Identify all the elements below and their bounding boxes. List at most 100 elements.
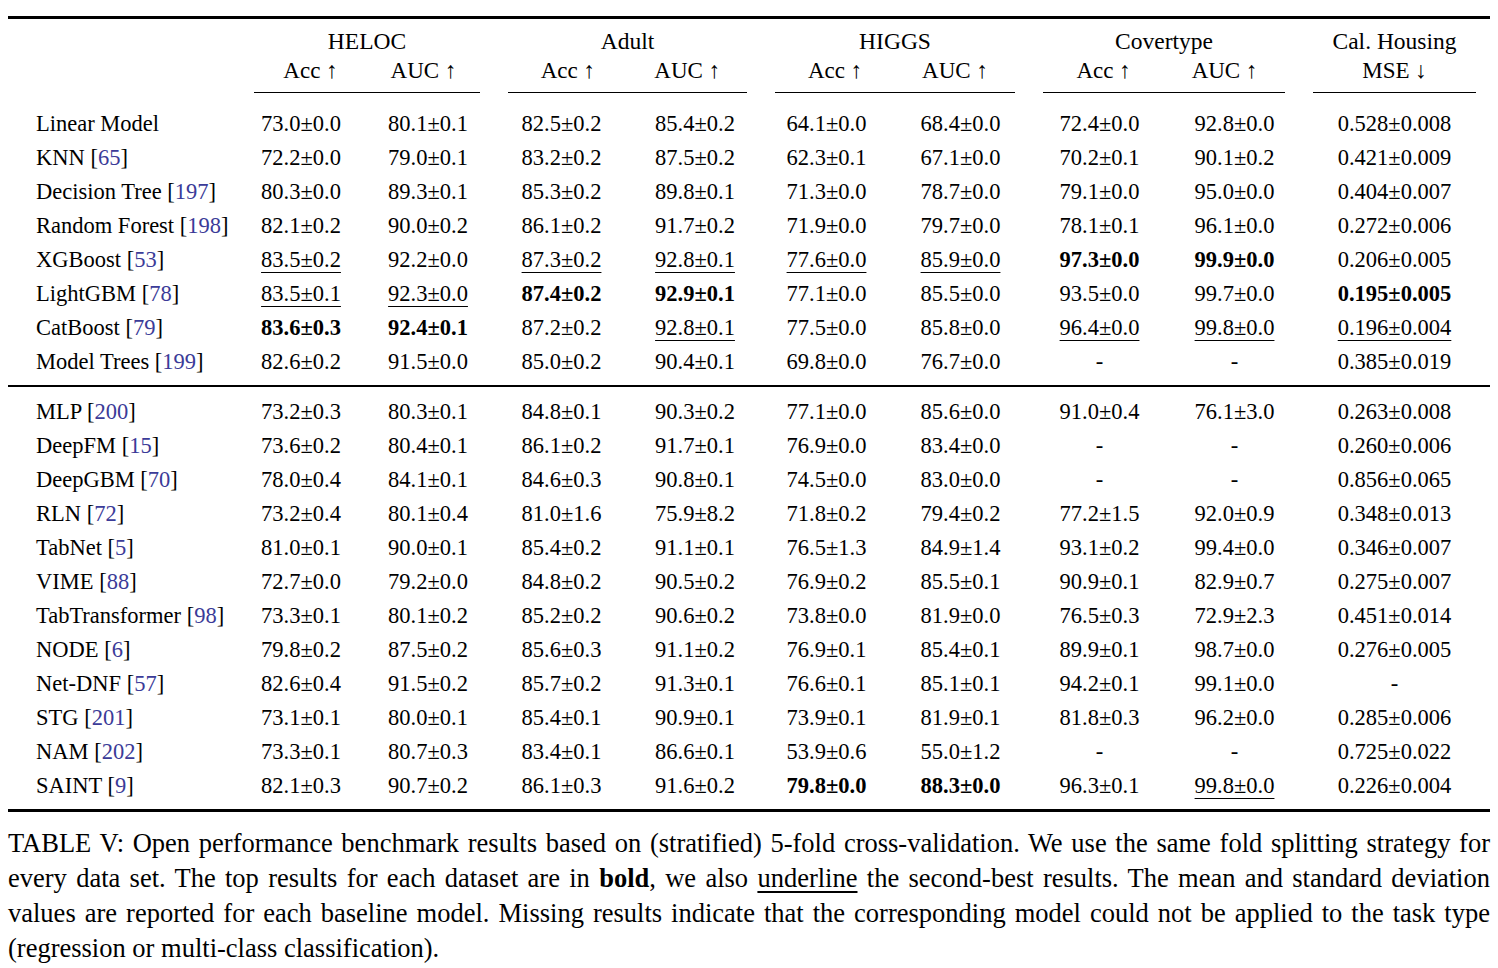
value-cell: 76.5±0.3 — [1029, 599, 1170, 633]
citation-link[interactable]: 198 — [187, 213, 221, 238]
value-cell: 85.5±0.0 — [892, 277, 1029, 311]
value-cell: 0.285±0.006 — [1299, 701, 1490, 735]
value-cell: 83.5±0.2 — [240, 243, 362, 277]
value-cell: 91.5±0.2 — [362, 667, 494, 701]
value-cell: 90.4±0.1 — [629, 345, 761, 386]
metric-header-heloc: Acc ↑ AUC ↑ — [240, 57, 494, 101]
value-cell: 83.4±0.0 — [892, 429, 1029, 463]
value-cell: 81.8±0.3 — [1029, 701, 1170, 735]
citation-link[interactable]: 79 — [133, 315, 156, 340]
value-cell: 77.5±0.0 — [761, 311, 892, 345]
value-cell: 84.8±0.1 — [494, 386, 629, 429]
value-cell: 73.8±0.0 — [761, 599, 892, 633]
value-cell: 79.2±0.0 — [362, 565, 494, 599]
value-cell: 79.1±0.0 — [1029, 175, 1170, 209]
value-cell: 76.7±0.0 — [892, 345, 1029, 386]
citation-link[interactable]: 53 — [134, 247, 157, 272]
model-name: SAINT — [36, 773, 102, 798]
value-cell: 83.6±0.3 — [240, 311, 362, 345]
group-header-cal-housing: Cal. Housing — [1299, 18, 1490, 58]
model-name-cell: Random Forest [198] — [8, 209, 240, 243]
header-rule: Acc ↑ AUC ↑ — [1043, 57, 1285, 93]
value-cell: 85.3±0.2 — [494, 175, 629, 209]
citation-link[interactable]: 199 — [162, 349, 196, 374]
value-cell: 87.5±0.2 — [362, 633, 494, 667]
table-row: RLN [72]73.2±0.480.1±0.481.0±1.675.9±8.2… — [8, 497, 1490, 531]
citation-link[interactable]: 65 — [98, 145, 121, 170]
value-cell: 73.3±0.1 — [240, 735, 362, 769]
value-cell: 85.4±0.1 — [892, 633, 1029, 667]
value-cell: 64.1±0.0 — [761, 101, 892, 141]
citation-link[interactable]: 98 — [194, 603, 217, 628]
value-cell: 85.4±0.2 — [494, 531, 629, 565]
value-cell: 53.9±0.6 — [761, 735, 892, 769]
value-cell: 99.4±0.0 — [1170, 531, 1299, 565]
corner-cell — [8, 18, 240, 58]
value-cell: 73.2±0.4 — [240, 497, 362, 531]
metric-label-auc: AUC ↑ — [367, 58, 480, 84]
table-row: LightGBM [78]83.5±0.192.3±0.087.4±0.292.… — [8, 277, 1490, 311]
value-cell: 69.8±0.0 — [761, 345, 892, 386]
value-cell: 78.1±0.1 — [1029, 209, 1170, 243]
value-cell: 85.6±0.0 — [892, 386, 1029, 429]
value-cell: 0.195±0.005 — [1299, 277, 1490, 311]
value-cell: - — [1029, 345, 1170, 386]
header-rule: Acc ↑ AUC ↑ — [775, 57, 1015, 93]
results-table: HELOC Adult HIGGS Covertype Cal. Housing… — [8, 16, 1490, 812]
value-cell: 0.260±0.006 — [1299, 429, 1490, 463]
value-cell: 92.8±0.1 — [629, 311, 761, 345]
value-cell: 72.9±2.3 — [1170, 599, 1299, 633]
citation-link[interactable]: 72 — [94, 501, 117, 526]
value-cell: 85.1±0.1 — [892, 667, 1029, 701]
citation-link[interactable]: 15 — [129, 433, 152, 458]
model-name: XGBoost — [36, 247, 121, 272]
table-header: HELOC Adult HIGGS Covertype Cal. Housing… — [8, 18, 1490, 102]
value-cell: 72.7±0.0 — [240, 565, 362, 599]
value-cell: 92.9±0.1 — [629, 277, 761, 311]
model-name-cell: Model Trees [199] — [8, 345, 240, 386]
table-row: TabNet [5]81.0±0.190.0±0.185.4±0.291.1±0… — [8, 531, 1490, 565]
value-cell: 80.1±0.4 — [362, 497, 494, 531]
citation-link[interactable]: 6 — [112, 637, 123, 662]
value-cell: 91.5±0.0 — [362, 345, 494, 386]
value-cell: 80.1±0.1 — [362, 101, 494, 141]
value-cell: 84.8±0.2 — [494, 565, 629, 599]
model-name-cell: Decision Tree [197] — [8, 175, 240, 209]
citation-link[interactable]: 200 — [95, 399, 129, 424]
value-cell: 88.3±0.0 — [892, 769, 1029, 811]
group-header-covertype: Covertype — [1029, 18, 1299, 58]
caption-text: , we also — [649, 863, 757, 893]
group-header-heloc: HELOC — [240, 18, 494, 58]
value-cell: 79.4±0.2 — [892, 497, 1029, 531]
citation-link[interactable]: 57 — [134, 671, 157, 696]
citation-link[interactable]: 197 — [175, 179, 209, 204]
value-cell: 99.9±0.0 — [1170, 243, 1299, 277]
value-cell: 92.8±0.1 — [629, 243, 761, 277]
header-rule: MSE ↓ — [1313, 57, 1476, 93]
metric-label-auc: AUC ↑ — [1164, 58, 1285, 84]
citation-link[interactable]: 5 — [115, 535, 126, 560]
citation-link[interactable]: 88 — [107, 569, 130, 594]
citation-link[interactable]: 78 — [149, 281, 172, 306]
value-cell: 78.0±0.4 — [240, 463, 362, 497]
value-cell: 73.6±0.2 — [240, 429, 362, 463]
citation-link[interactable]: 201 — [92, 705, 126, 730]
value-cell: - — [1029, 735, 1170, 769]
value-cell: 81.0±0.1 — [240, 531, 362, 565]
table-row: MLP [200]73.2±0.380.3±0.184.8±0.190.3±0.… — [8, 386, 1490, 429]
value-cell: 67.1±0.0 — [892, 141, 1029, 175]
metric-header-covertype: Acc ↑ AUC ↑ — [1029, 57, 1299, 101]
model-name: TabTransformer — [36, 603, 181, 628]
value-cell: 80.4±0.1 — [362, 429, 494, 463]
value-cell: 0.196±0.004 — [1299, 311, 1490, 345]
value-cell: 91.1±0.2 — [629, 633, 761, 667]
table-row: Decision Tree [197]80.3±0.089.3±0.185.3±… — [8, 175, 1490, 209]
citation-link[interactable]: 70 — [148, 467, 171, 492]
citation-link[interactable]: 9 — [115, 773, 126, 798]
value-cell: 92.4±0.1 — [362, 311, 494, 345]
citation-link[interactable]: 202 — [102, 739, 136, 764]
value-cell: 82.9±0.7 — [1170, 565, 1299, 599]
model-name: STG — [36, 705, 79, 730]
metric-header-cal-housing: MSE ↓ — [1299, 57, 1490, 101]
value-cell: 96.3±0.1 — [1029, 769, 1170, 811]
